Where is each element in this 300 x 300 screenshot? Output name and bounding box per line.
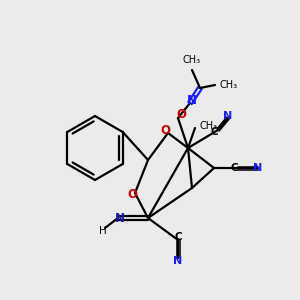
Text: O: O <box>176 109 186 122</box>
Text: CH₃: CH₃ <box>183 55 201 65</box>
Text: O: O <box>160 124 170 136</box>
Text: C: C <box>210 127 218 137</box>
Text: CH₃: CH₃ <box>220 80 238 90</box>
Text: N: N <box>173 256 183 266</box>
Text: O: O <box>127 188 137 202</box>
Text: N: N <box>115 212 125 224</box>
Text: H: H <box>99 226 107 236</box>
Text: N: N <box>187 94 197 107</box>
Text: C: C <box>230 163 238 173</box>
Text: CH₃: CH₃ <box>199 121 217 131</box>
Text: C: C <box>174 232 182 242</box>
Text: N: N <box>254 163 262 173</box>
Text: N: N <box>224 111 232 121</box>
